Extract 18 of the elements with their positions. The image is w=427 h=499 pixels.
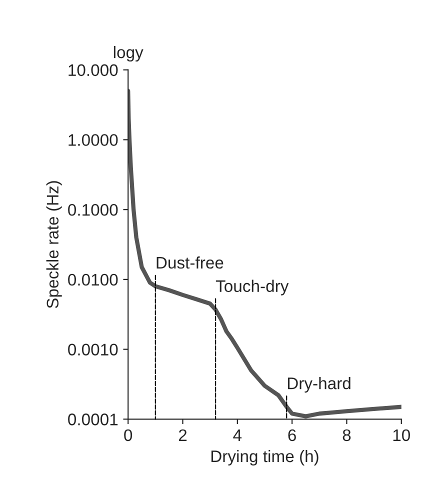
annotation: Dry-hard: [288, 377, 350, 393]
x-tick-label: 8: [342, 429, 351, 442]
y-tick-label: 0.0001: [68, 414, 118, 426]
y-tick-label: 0.0100: [68, 274, 118, 286]
annotation: Touch-dry: [216, 280, 289, 296]
x-tick-label: 2: [178, 429, 187, 441]
y-tick-label: 0.1000: [68, 204, 118, 216]
x-tick-label: 6: [288, 429, 296, 442]
y-axis-title: Speckle rate (Hz): [46, 181, 62, 308]
y-tick-label: 10.000: [68, 64, 118, 76]
y-tick-label: 1.0000: [68, 134, 118, 146]
x-tick-label: 10: [393, 429, 410, 442]
text: logy: [114, 46, 144, 62]
x-tick-label: 0: [124, 429, 132, 442]
x-axis-title: Drying time (h): [211, 450, 318, 466]
annotation: Dust-free: [156, 256, 224, 269]
x-tick-label: 4: [233, 429, 242, 441]
y-tick-label: 0.0010: [68, 344, 118, 356]
